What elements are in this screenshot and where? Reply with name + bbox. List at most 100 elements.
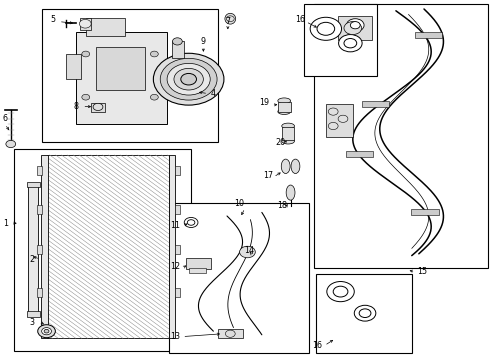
Circle shape (226, 16, 234, 22)
Circle shape (338, 115, 348, 122)
Bar (80, 18, 91, 30)
Circle shape (93, 103, 103, 111)
Bar (278, 102, 291, 112)
Circle shape (160, 58, 217, 100)
Text: 14: 14 (244, 246, 254, 255)
Circle shape (184, 217, 198, 228)
Bar (27, 311, 40, 317)
Circle shape (38, 325, 55, 338)
Circle shape (310, 17, 342, 40)
Bar (175, 166, 180, 175)
Bar (338, 16, 372, 40)
Circle shape (339, 35, 362, 52)
Circle shape (328, 122, 338, 130)
Circle shape (225, 330, 235, 337)
Bar (169, 155, 175, 338)
Bar (362, 101, 390, 107)
Bar (37, 245, 42, 254)
Circle shape (174, 68, 203, 90)
Bar (304, 4, 377, 76)
Text: 16: 16 (295, 15, 305, 24)
Circle shape (317, 22, 335, 35)
Ellipse shape (282, 138, 294, 144)
Bar (91, 103, 105, 112)
Circle shape (42, 328, 51, 335)
Circle shape (344, 22, 362, 35)
Text: 7: 7 (225, 17, 230, 26)
Bar (346, 151, 373, 157)
Circle shape (167, 63, 210, 95)
Text: 15: 15 (417, 267, 427, 276)
Circle shape (344, 39, 357, 48)
Bar (42, 9, 218, 142)
Bar (411, 209, 439, 215)
Text: 8: 8 (74, 102, 78, 111)
Text: 17: 17 (264, 171, 273, 180)
Bar (47, 155, 169, 338)
Text: 19: 19 (260, 98, 270, 107)
Bar (316, 274, 412, 353)
Bar (96, 47, 145, 90)
Bar (37, 288, 42, 297)
Circle shape (328, 108, 338, 115)
Text: 13: 13 (171, 332, 180, 341)
Text: 5: 5 (50, 15, 55, 24)
Text: 20: 20 (275, 138, 285, 147)
Bar (37, 205, 42, 214)
Bar (86, 18, 125, 36)
Circle shape (150, 94, 158, 100)
Bar (169, 203, 309, 353)
Bar (189, 268, 206, 273)
Bar (66, 54, 81, 79)
Ellipse shape (286, 185, 295, 200)
Circle shape (150, 51, 158, 57)
Text: 1: 1 (3, 219, 8, 228)
Bar (175, 205, 180, 214)
Bar (175, 288, 180, 297)
Ellipse shape (278, 109, 291, 114)
Circle shape (350, 22, 360, 29)
Circle shape (240, 246, 255, 258)
Circle shape (82, 51, 90, 57)
Text: 11: 11 (171, 220, 180, 230)
Bar (326, 104, 353, 137)
Text: 9: 9 (201, 37, 206, 46)
Bar (282, 127, 294, 140)
Text: 12: 12 (171, 262, 180, 271)
Circle shape (181, 73, 196, 85)
Bar (172, 41, 184, 58)
Ellipse shape (281, 159, 290, 174)
Circle shape (359, 309, 371, 318)
Bar (314, 4, 488, 268)
Circle shape (44, 329, 49, 333)
Bar (175, 245, 180, 254)
Ellipse shape (225, 13, 236, 24)
Text: 2: 2 (29, 255, 34, 264)
Circle shape (187, 220, 195, 225)
Text: 16: 16 (313, 341, 322, 350)
Ellipse shape (282, 123, 294, 129)
Circle shape (172, 38, 182, 45)
Text: 6: 6 (2, 114, 7, 123)
Text: 3: 3 (29, 318, 34, 327)
Ellipse shape (278, 98, 291, 104)
Bar (27, 182, 40, 187)
Bar (415, 32, 442, 38)
Circle shape (327, 282, 354, 302)
Ellipse shape (291, 159, 300, 174)
Bar (14, 149, 191, 351)
Circle shape (6, 140, 16, 148)
Bar (37, 166, 42, 175)
Text: 10: 10 (234, 199, 244, 208)
Bar (76, 32, 167, 124)
Circle shape (346, 19, 364, 32)
Bar (41, 155, 48, 338)
Circle shape (333, 286, 348, 297)
Text: 18: 18 (277, 201, 287, 210)
Bar (218, 329, 243, 338)
Bar (28, 184, 38, 313)
Bar (186, 258, 211, 269)
Circle shape (354, 305, 376, 321)
Circle shape (82, 94, 90, 100)
Bar (47, 155, 169, 338)
